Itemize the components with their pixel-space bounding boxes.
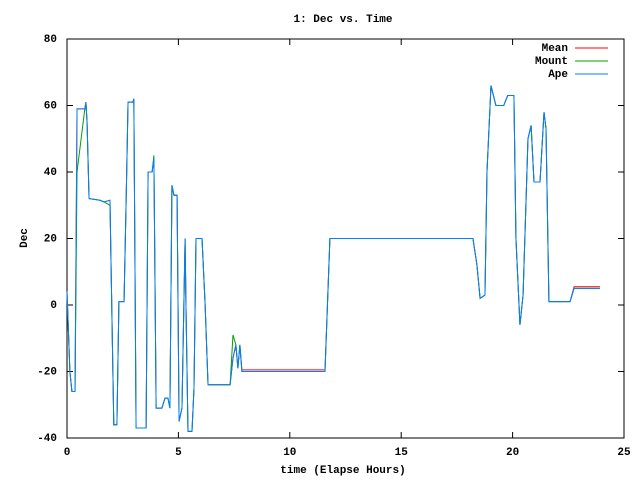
y-axis-label: Dec — [19, 228, 31, 248]
legend-label: Ape — [548, 69, 568, 81]
y-tick-label: -20 — [37, 366, 57, 378]
x-tick-label: 15 — [395, 447, 409, 459]
legend-label: Mount — [535, 56, 568, 68]
series-line — [66, 85, 600, 432]
y-tick-label: 80 — [44, 34, 57, 46]
y-tick-label: 40 — [44, 167, 57, 179]
x-axis-label: time (Elapse Hours) — [280, 465, 405, 477]
y-tick-label: 20 — [44, 233, 57, 245]
x-tick-label: 10 — [283, 447, 296, 459]
x-tick-label: 5 — [175, 447, 182, 459]
y-tick-label: -40 — [37, 433, 57, 445]
y-tick-label: 60 — [44, 100, 57, 112]
x-tick-label: 20 — [506, 447, 519, 459]
y-tick-label: 0 — [50, 300, 57, 312]
legend-label: Mean — [542, 43, 568, 55]
chart-title: 1: Dec vs. Time — [293, 14, 392, 26]
x-tick-label: 0 — [64, 447, 71, 459]
x-tick-label: 25 — [617, 447, 631, 459]
